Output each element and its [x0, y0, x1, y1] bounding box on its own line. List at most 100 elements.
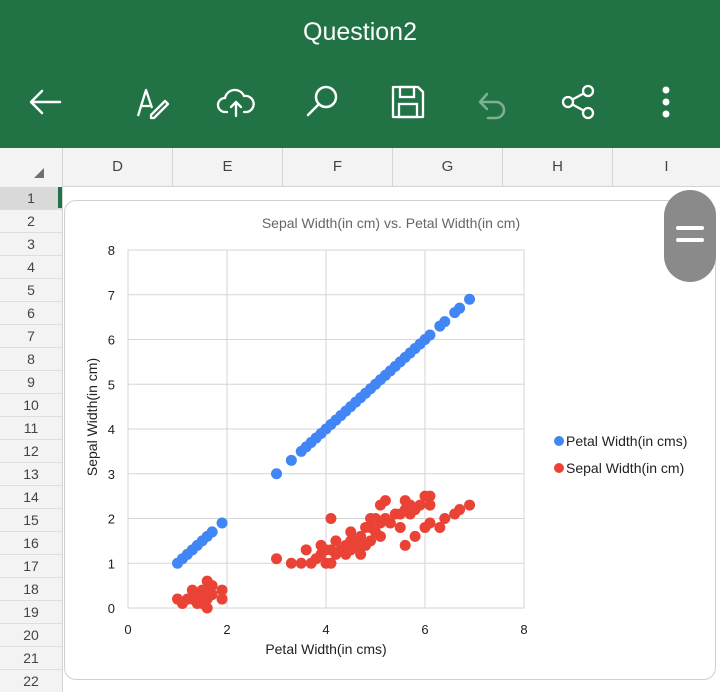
selected-cell-indicator	[58, 187, 62, 208]
y-tick-label: 7	[108, 288, 115, 303]
y-tick-label: 1	[108, 556, 115, 571]
y-tick-label: 2	[108, 512, 115, 527]
more-options-button[interactable]	[644, 80, 688, 124]
column-header-g[interactable]: G	[393, 148, 503, 186]
row-header[interactable]: 5	[0, 279, 62, 302]
y-tick-label: 3	[108, 467, 115, 482]
row-header[interactable]: 20	[0, 624, 62, 647]
row-header[interactable]: 13	[0, 463, 62, 486]
legend-marker	[554, 463, 564, 473]
data-point	[414, 499, 426, 511]
data-point	[325, 557, 337, 569]
data-point	[399, 539, 411, 551]
data-point	[424, 329, 436, 341]
data-point	[325, 513, 337, 524]
undo-icon	[478, 92, 506, 120]
data-point	[196, 589, 208, 601]
row-header[interactable]: 8	[0, 348, 62, 371]
data-point	[206, 580, 218, 592]
edit-pen-icon	[136, 88, 170, 120]
legend-label: Sepal Width(in cm)	[566, 460, 684, 476]
row-header[interactable]: 18	[0, 578, 62, 601]
data-point	[394, 521, 406, 533]
document-title: Question2	[303, 18, 417, 46]
data-point	[295, 557, 307, 569]
data-point	[330, 535, 342, 547]
x-tick-label: 6	[421, 622, 428, 637]
data-point	[409, 530, 421, 542]
row-header[interactable]: 19	[0, 601, 62, 624]
x-tick-label: 2	[223, 622, 230, 637]
y-tick-label: 0	[108, 601, 115, 616]
x-tick-label: 0	[124, 622, 131, 637]
data-point	[439, 513, 451, 524]
undo-button[interactable]	[470, 80, 514, 124]
data-point	[300, 544, 312, 556]
app-bar: Question2	[0, 0, 720, 148]
back-arrow-icon	[29, 89, 62, 115]
row-header[interactable]: 1	[0, 187, 62, 210]
more-vertical-icon	[662, 86, 670, 118]
data-point	[454, 504, 466, 516]
data-point	[355, 530, 367, 542]
row-header[interactable]: 22	[0, 670, 62, 692]
column-header-f[interactable]: F	[283, 148, 393, 186]
row-header[interactable]: 12	[0, 440, 62, 463]
search-button[interactable]	[300, 80, 344, 124]
row-header[interactable]: 14	[0, 486, 62, 509]
select-all-corner[interactable]	[0, 148, 63, 186]
row-header[interactable]: 2	[0, 210, 62, 233]
data-point	[285, 557, 297, 569]
share-button[interactable]	[556, 80, 600, 124]
legend-marker	[554, 436, 564, 446]
row-header[interactable]: 3	[0, 233, 62, 256]
data-point	[355, 548, 367, 560]
row-header[interactable]: 9	[0, 371, 62, 394]
scroll-handle[interactable]	[664, 190, 716, 282]
save-button[interactable]	[386, 80, 430, 124]
edit-button[interactable]	[130, 80, 174, 124]
cloud-upload-icon	[216, 88, 255, 118]
data-point	[464, 293, 476, 305]
column-header-e[interactable]: E	[173, 148, 283, 186]
data-point	[434, 521, 446, 533]
row-header[interactable]: 6	[0, 302, 62, 325]
data-point	[216, 517, 228, 529]
data-point	[285, 454, 297, 466]
y-tick-label: 8	[108, 243, 115, 258]
row-header[interactable]: 4	[0, 256, 62, 279]
data-point	[216, 593, 228, 605]
row-header[interactable]: 10	[0, 394, 62, 417]
column-header-h[interactable]: H	[503, 148, 613, 186]
scatter-chart[interactable]: Sepal Width(in cm) vs. Petal Width(in cm…	[64, 200, 716, 680]
row-header-bar: 1 2 3 4 5 6 7 8 9 10 11 12 13 14 15 16 1…	[0, 186, 63, 692]
data-point	[206, 526, 218, 538]
row-header[interactable]: 15	[0, 509, 62, 532]
row-header[interactable]: 21	[0, 647, 62, 670]
data-point	[464, 499, 476, 511]
data-point	[439, 316, 451, 328]
data-point	[201, 602, 213, 614]
row-header[interactable]: 7	[0, 325, 62, 348]
row-header[interactable]: 17	[0, 555, 62, 578]
data-point	[206, 589, 218, 601]
x-tick-label: 8	[520, 622, 527, 637]
data-point	[379, 495, 391, 507]
data-point	[271, 468, 282, 480]
chart-title: Sepal Width(in cm) vs. Petal Width(in cm…	[262, 215, 520, 231]
search-icon	[306, 85, 338, 117]
back-button[interactable]	[24, 80, 68, 124]
share-icon	[561, 84, 595, 120]
data-point	[424, 517, 436, 529]
row-header[interactable]: 11	[0, 417, 62, 440]
data-point	[374, 530, 386, 542]
row-header[interactable]: 16	[0, 532, 62, 555]
data-point	[399, 495, 411, 507]
chart-canvas: Sepal Width(in cm) vs. Petal Width(in cm…	[84, 215, 687, 657]
upload-button[interactable]	[214, 80, 258, 124]
data-point	[424, 499, 436, 511]
column-header-i[interactable]: I	[664, 158, 669, 175]
save-icon	[391, 85, 425, 119]
column-header-d[interactable]: D	[63, 148, 173, 186]
y-tick-label: 6	[108, 333, 115, 348]
